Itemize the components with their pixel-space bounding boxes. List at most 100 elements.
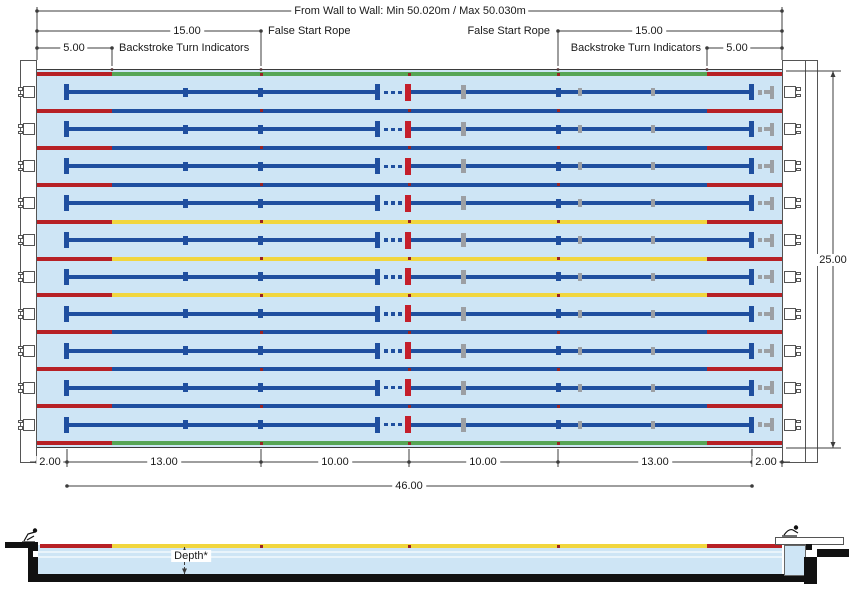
lane-line-cross-bar: [375, 268, 380, 285]
dim-label-depth: Depth*: [171, 550, 211, 562]
starting-block-right: [783, 234, 796, 247]
lane-line-dash-dot: [384, 275, 388, 279]
lane-line-dash-dot: [384, 201, 388, 205]
lane-line-tick: [257, 309, 263, 319]
starting-block-tab: [18, 382, 23, 387]
starting-block-tab: [18, 235, 23, 239]
gray-tick: [650, 88, 656, 97]
rope-marker-dot: [259, 404, 263, 408]
section-gutter-notch: [33, 551, 40, 557]
lane-line-dash-dot: [391, 312, 395, 316]
lane-line-cross-bar: [375, 379, 380, 396]
lane-rope-red-end: [37, 256, 112, 261]
lane-line-dash-dot: [398, 349, 402, 353]
lane-line-dash-dot: [384, 164, 388, 168]
lane-rope-red-end: [707, 72, 782, 76]
gray-square: [757, 348, 762, 353]
lane-line-dash-dot: [391, 90, 395, 95]
lane-line-dash-dot: [398, 90, 402, 95]
lane-rope-red-end: [37, 72, 112, 76]
gray-cross-bar: [461, 196, 466, 211]
dim-label-46m-total: 46.00: [392, 480, 426, 492]
lane-line-dash-dot: [391, 238, 395, 242]
rope-marker-dot: [259, 109, 263, 113]
lane-rope-red-end: [707, 404, 782, 409]
starting-block-tab: [18, 87, 23, 91]
lane-line-dash-dot: [384, 349, 388, 353]
gray-cross-bar: [461, 122, 466, 137]
gray-stub: [763, 348, 771, 353]
lane-rope-red-end: [707, 367, 782, 372]
label-backstroke-left: Backstroke Turn Indicators: [119, 42, 250, 54]
starting-block-left: [23, 344, 35, 357]
dimension-ticks: [35, 9, 836, 574]
lane-bottom-line: [66, 238, 377, 243]
center-line-marker: [405, 268, 411, 286]
lane-line-dash-dot: [398, 127, 402, 132]
center-line-marker: [405, 416, 411, 434]
lane-line-tick: [257, 383, 263, 393]
deck-band-right-inner-line: [805, 60, 806, 463]
rope-marker-dot: [407, 441, 411, 445]
center-line-marker: [405, 194, 411, 212]
lane-rope-red-end: [707, 219, 782, 224]
rope-marker-dot: [259, 293, 263, 297]
section-water-line: [38, 556, 782, 558]
lane-bottom-line: [66, 348, 377, 353]
gray-tick: [650, 420, 656, 429]
rope-marker-dot: [407, 72, 411, 76]
starting-block-tab: [18, 345, 23, 350]
rope-marker-dot: [259, 146, 263, 150]
starting-block-tab: [795, 204, 801, 209]
lane-line-cross-bar: [748, 268, 754, 285]
gray-cross-bar: [769, 270, 774, 284]
gray-square: [757, 385, 762, 390]
starting-block-tab: [18, 124, 23, 128]
section-deck-nub: [806, 544, 812, 550]
starting-block-tab: [18, 204, 23, 209]
lane-line-cross-bar: [748, 121, 754, 138]
rope-marker-dot: [556, 404, 560, 408]
starting-block-tab: [18, 426, 23, 430]
starting-block-tab: [18, 389, 23, 393]
starting-block-left: [23, 86, 35, 99]
gray-stub: [763, 311, 771, 316]
lane-rope-red-end: [707, 330, 782, 335]
gray-square: [757, 237, 762, 243]
lane-rope-red-end: [707, 145, 782, 150]
section-rope-red: [40, 543, 112, 548]
lane-line-cross-bar: [748, 232, 754, 249]
gray-tick: [577, 309, 583, 318]
center-line-marker: [405, 342, 411, 360]
label-false-start-rope-left: False Start Rope: [268, 25, 351, 37]
starting-block-tab: [18, 161, 23, 165]
gray-stub: [763, 201, 771, 206]
section-rope-red: [707, 543, 782, 548]
gray-cross-bar: [461, 269, 466, 284]
lane-line-cross-bar: [748, 416, 754, 433]
starting-block-tab: [18, 308, 23, 313]
gray-square: [757, 274, 762, 280]
gray-square: [757, 90, 762, 95]
lane-line-tick: [555, 383, 561, 393]
center-line-marker: [405, 231, 411, 249]
starting-block-tab: [18, 419, 23, 424]
starting-block-tab: [795, 93, 801, 98]
swimmer-figure-right: [782, 525, 799, 537]
gray-cross-bar: [769, 418, 774, 432]
leader-end-dots: [110, 68, 709, 71]
starting-block-tab: [795, 235, 801, 239]
starting-block-figure-left: [22, 528, 38, 543]
lane-line-dash-dot: [391, 275, 395, 279]
gray-cross-bar: [461, 417, 466, 432]
lane-bottom-line: [66, 422, 377, 427]
lane-line-tick: [182, 383, 188, 393]
section-deck-left: [5, 542, 38, 548]
lane-line-dash-dot: [398, 422, 402, 427]
lane-line-cross-bar: [375, 195, 380, 212]
lane-line-tick: [182, 346, 188, 356]
starting-block-tab: [795, 161, 801, 165]
gray-tick: [650, 236, 656, 245]
starting-block-right: [783, 123, 796, 136]
